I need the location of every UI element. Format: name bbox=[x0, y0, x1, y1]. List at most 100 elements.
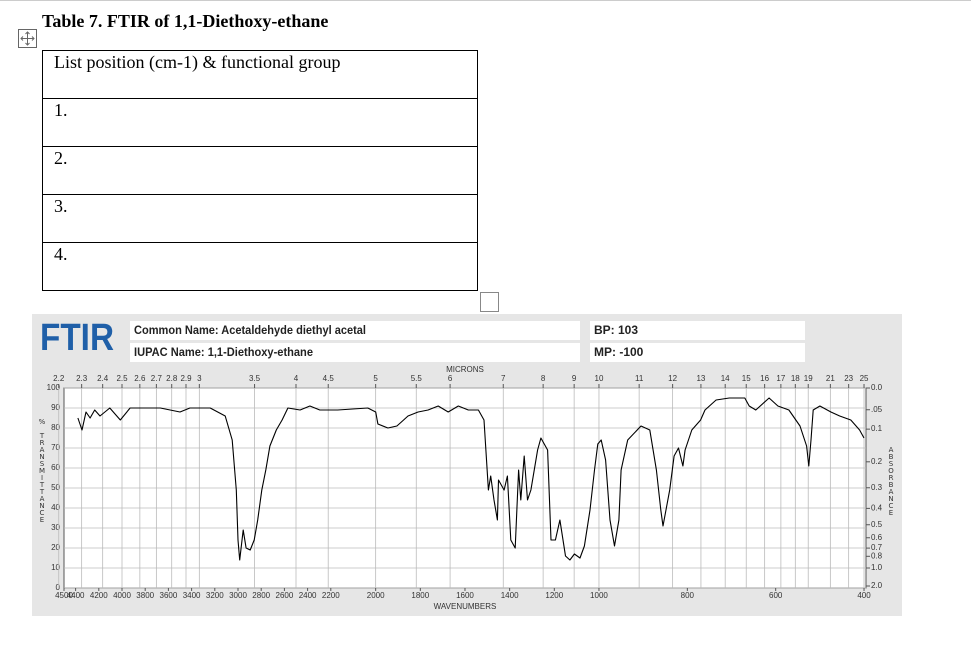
table-cell: 2. bbox=[54, 148, 68, 168]
x-tick-label: 3000 bbox=[229, 591, 247, 600]
x-tick-label: 4000 bbox=[113, 591, 131, 600]
x-tick-label: 400 bbox=[857, 591, 871, 600]
y2-tick-label: 0.4 bbox=[871, 503, 883, 512]
x2-tick-label: 9 bbox=[572, 374, 577, 383]
x-tick-label: 4400 bbox=[67, 591, 85, 600]
y-tick-label: 40 bbox=[51, 503, 60, 512]
iupac-name: IUPAC Name: 1,1-Diethoxy-ethane bbox=[134, 345, 313, 359]
x-tick-label: 2200 bbox=[322, 591, 340, 600]
x-tick-label: 2600 bbox=[276, 591, 294, 600]
y-tick-label: 30 bbox=[51, 523, 60, 532]
x2-tick-label: 2.6 bbox=[134, 374, 146, 383]
table-cell: 3. bbox=[54, 196, 68, 216]
x2-tick-label: 12 bbox=[668, 374, 677, 383]
x-tick-label: 3200 bbox=[206, 591, 224, 600]
table-cell: 1. bbox=[54, 100, 68, 120]
y-tick-label: 60 bbox=[51, 463, 60, 472]
x-tick-label: 3600 bbox=[160, 591, 178, 600]
y2-tick-label: .05 bbox=[871, 405, 883, 414]
x-tick-label: 1200 bbox=[545, 591, 563, 600]
x2-tick-label: 2.4 bbox=[97, 374, 109, 383]
y-tick-label: 10 bbox=[51, 563, 60, 572]
x2-tick-label: 2.5 bbox=[116, 374, 128, 383]
y2-tick-label: 0.3 bbox=[871, 483, 883, 492]
x-tick-label: 1800 bbox=[411, 591, 429, 600]
x2-tick-label: 11 bbox=[635, 374, 644, 383]
x2-tick-label: 23 bbox=[844, 374, 853, 383]
table-cell: 4. bbox=[54, 244, 68, 264]
x2-tick-label: 5.5 bbox=[411, 374, 423, 383]
x-tick-label: 1600 bbox=[456, 591, 474, 600]
x2-tick-label: 8 bbox=[541, 374, 546, 383]
x2-tick-label: 10 bbox=[595, 374, 604, 383]
x-tick-label: 4500 bbox=[55, 591, 73, 600]
x2-tick-label: 2.7 bbox=[151, 374, 163, 383]
table-cell: List position (cm-1) & functional group bbox=[54, 52, 340, 73]
x2-tick-label: 14 bbox=[721, 374, 730, 383]
y-tick-label: 70 bbox=[51, 443, 60, 452]
field-box bbox=[590, 343, 805, 362]
x-tick-label: 1400 bbox=[501, 591, 519, 600]
x-tick-label: 3400 bbox=[183, 591, 201, 600]
x2-tick-label: 19 bbox=[804, 374, 813, 383]
y-tick-label: 100 bbox=[47, 383, 61, 392]
x-tick-label: 1000 bbox=[590, 591, 608, 600]
x2-tick-label: 3.5 bbox=[249, 374, 261, 383]
x-tick-label: 4200 bbox=[90, 591, 108, 600]
boiling-point: BP: 103 bbox=[594, 323, 638, 337]
move-handle[interactable] bbox=[18, 29, 37, 48]
x-tick-label: 2800 bbox=[252, 591, 270, 600]
y2-tick-label: 0.8 bbox=[871, 551, 883, 560]
x2-tick-label: 5 bbox=[373, 374, 378, 383]
x2-tick-label: 2.8 bbox=[166, 374, 178, 383]
table-title: Table 7. FTIR of 1,1-Diethoxy-ethane bbox=[42, 11, 328, 31]
y2-tick-label: 2.0 bbox=[871, 581, 883, 590]
y-tick-label: 20 bbox=[51, 543, 60, 552]
x2-tick-label: 15 bbox=[742, 374, 751, 383]
checkbox[interactable] bbox=[480, 292, 499, 312]
x2-tick-label: 4.5 bbox=[323, 374, 335, 383]
x2-tick-label: 17 bbox=[776, 374, 785, 383]
y2-tick-label: 1.0 bbox=[871, 563, 883, 572]
x2-tick-label: 3 bbox=[197, 374, 202, 383]
field-box bbox=[130, 321, 580, 340]
x2-tick-label: 25 bbox=[860, 374, 869, 383]
y2-tick-label: 0.6 bbox=[871, 533, 883, 542]
common-name: Common Name: Acetaldehyde diethyl acetal bbox=[134, 323, 366, 337]
y2-tick-label: 0.1 bbox=[871, 424, 883, 433]
x2-tick-label: 2.2 bbox=[53, 374, 65, 383]
x2-tick-label: 2.3 bbox=[76, 374, 88, 383]
x2-tick-label: 18 bbox=[791, 374, 800, 383]
y-tick-label: 90 bbox=[51, 403, 60, 412]
x2-tick-label: 16 bbox=[760, 374, 769, 383]
y-tick-label: 50 bbox=[51, 483, 60, 492]
ftir-spectrum: FTIR Common Name: Acetaldehyde diethyl a… bbox=[32, 314, 902, 616]
y-axis-label: % TRANSMITTANCE bbox=[38, 418, 46, 523]
y2-tick-label: 0.7 bbox=[871, 543, 883, 552]
x-tick-label: 2000 bbox=[367, 591, 385, 600]
x-tick-label: 3800 bbox=[136, 591, 154, 600]
x2-tick-label: 2.9 bbox=[180, 374, 192, 383]
y-tick-label: 80 bbox=[51, 423, 60, 432]
melting-point: MP: -100 bbox=[594, 345, 644, 359]
field-box bbox=[590, 321, 805, 340]
x-tick-label: 800 bbox=[681, 591, 695, 600]
y2-tick-label: 0.0 bbox=[871, 383, 883, 392]
y2-tick-label: 0.5 bbox=[871, 520, 883, 529]
x-tick-label: 600 bbox=[769, 591, 783, 600]
spectrum-line bbox=[77, 397, 865, 561]
x2-tick-label: 7 bbox=[501, 374, 506, 383]
chart-title: FTIR bbox=[40, 317, 114, 359]
field-box bbox=[130, 343, 580, 362]
y2-tick-label: 0.2 bbox=[871, 457, 883, 466]
y2-axis-label: ABSORBANCE bbox=[887, 446, 895, 516]
x2-tick-label: 21 bbox=[826, 374, 835, 383]
table-grid bbox=[42, 50, 478, 291]
x-tick-label: 2400 bbox=[299, 591, 317, 600]
x2-tick-label: 6 bbox=[448, 374, 453, 383]
x2-tick-label: 13 bbox=[696, 374, 705, 383]
y-tick-label: 0 bbox=[56, 583, 61, 592]
x2-axis-label: MICRONS bbox=[446, 365, 484, 374]
